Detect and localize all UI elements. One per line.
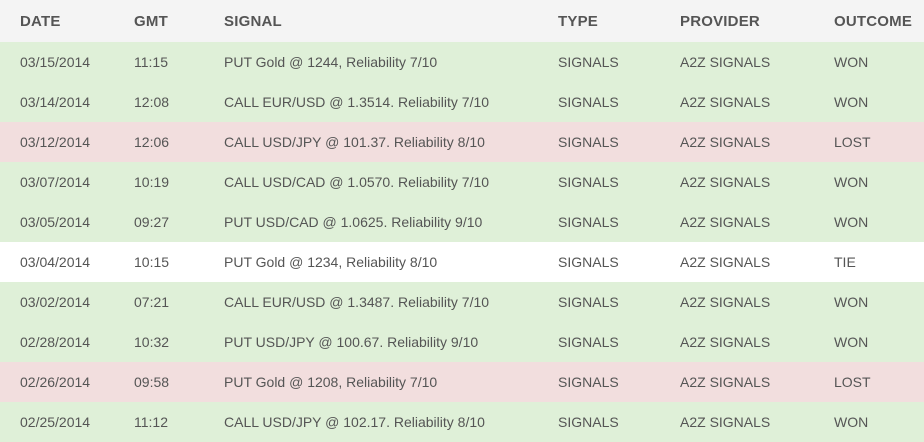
cell-signal: CALL USD/JPY @ 102.17. Reliability 8/10 (224, 414, 485, 430)
cell-type: SIGNALS (558, 414, 619, 430)
header-row: DATE GMT SIGNAL TYPE PROVIDER OUTCOME (0, 0, 924, 42)
table-row: 02/26/2014 09:58 PUT Gold @ 1208, Reliabil… (0, 362, 924, 402)
cell-gmt: 07:21 (134, 294, 170, 310)
cell-gmt: 10:32 (134, 334, 170, 350)
cell-gmt: 09:27 (134, 214, 170, 230)
cell-signal: PUT Gold @ 1244, Reliability 7/10 (224, 54, 438, 70)
table-row: 03/14/2014 12:08 CALL EUR/USD @ 1.3514. Re… (0, 82, 924, 122)
cell-provider: A2Z SIGNALS (680, 414, 771, 430)
cell-gmt: 12:06 (134, 134, 170, 150)
cell-provider: A2Z SIGNALS (680, 334, 771, 350)
cell-type: SIGNALS (558, 174, 619, 190)
cell-date: 03/14/2014 (20, 94, 91, 110)
cell-provider: A2Z SIGNALS (680, 174, 771, 190)
cell-signal: CALL EUR/USD @ 1.3514. Reliability 7/10 (224, 94, 490, 110)
header-signal: SIGNAL (224, 12, 282, 30)
header-type: TYPE (558, 12, 598, 30)
cell-signal: PUT USD/CAD @ 1.0625. Reliability 9/10 (224, 214, 483, 230)
cell-type: SIGNALS (558, 214, 619, 230)
header-gmt: GMT (134, 12, 168, 30)
cell-date: 03/12/2014 (20, 134, 91, 150)
cell-outcome: WON (834, 294, 869, 310)
header-provider: PROVIDER (680, 12, 760, 30)
cell-provider: A2Z SIGNALS (680, 254, 771, 270)
cell-outcome: WON (834, 414, 869, 430)
cell-signal: PUT Gold @ 1208, Reliability 7/10 (224, 374, 438, 390)
cell-provider: A2Z SIGNALS (680, 294, 771, 310)
cell-signal: PUT USD/JPY @ 100.67. Reliability 9/10 (224, 334, 479, 350)
cell-outcome: WON (834, 214, 869, 230)
table-row: 02/28/2014 10:32 PUT USD/JPY @ 100.67. Rel… (0, 322, 924, 362)
cell-provider: A2Z SIGNALS (680, 94, 771, 110)
cell-type: SIGNALS (558, 134, 619, 150)
cell-provider: A2Z SIGNALS (680, 54, 771, 70)
cell-gmt: 10:15 (134, 254, 170, 270)
table-row: 03/05/2014 09:27 PUT USD/CAD @ 1.0625. Rel… (0, 202, 924, 242)
cell-signal: CALL USD/CAD @ 1.0570. Reliability 7/10 (224, 174, 490, 190)
cell-gmt: 11:12 (134, 414, 168, 430)
cell-signal: CALL USD/JPY @ 101.37. Reliability 8/10 (224, 134, 485, 150)
cell-gmt: 11:15 (134, 54, 168, 70)
cell-outcome: LOST (834, 134, 871, 150)
cell-outcome: WON (834, 94, 869, 110)
cell-date: 02/25/2014 (20, 414, 91, 430)
cell-date: 03/15/2014 (20, 54, 91, 70)
table-row: 02/25/2014 11:12 CALL USD/JPY @ 102.17. Re… (0, 402, 924, 442)
cell-provider: A2Z SIGNALS (680, 134, 771, 150)
table-body: 03/15/2014 11:15 PUT Gold @ 1244, Reliabil… (0, 42, 924, 442)
cell-type: SIGNALS (558, 334, 619, 350)
cell-provider: A2Z SIGNALS (680, 374, 771, 390)
table-header: DATE GMT SIGNAL TYPE PROVIDER OUTCOME (0, 0, 924, 42)
table-row: 03/02/2014 07:21 CALL EUR/USD @ 1.3487. Re… (0, 282, 924, 322)
cell-date: 03/05/2014 (20, 214, 91, 230)
cell-type: SIGNALS (558, 294, 619, 310)
cell-date: 02/26/2014 (20, 374, 91, 390)
cell-type: SIGNALS (558, 94, 619, 110)
cell-outcome: WON (834, 174, 869, 190)
cell-type: SIGNALS (558, 374, 619, 390)
table-row: 03/12/2014 12:06 CALL USD/JPY @ 101.37. Re… (0, 122, 924, 162)
cell-type: SIGNALS (558, 54, 619, 70)
cell-signal: CALL EUR/USD @ 1.3487. Reliability 7/10 (224, 294, 490, 310)
table-row: 03/04/2014 10:15 PUT Gold @ 1234, Reliabil… (0, 242, 924, 282)
table-row: 03/15/2014 11:15 PUT Gold @ 1244, Reliabil… (0, 42, 924, 82)
cell-date: 02/28/2014 (20, 334, 91, 350)
cell-outcome: WON (834, 54, 869, 70)
cell-date: 03/07/2014 (20, 174, 91, 190)
cell-gmt: 10:19 (134, 174, 170, 190)
cell-outcome: WON (834, 334, 869, 350)
cell-gmt: 12:08 (134, 94, 170, 110)
cell-provider: A2Z SIGNALS (680, 214, 771, 230)
cell-gmt: 09:58 (134, 374, 170, 390)
cell-type: SIGNALS (558, 254, 619, 270)
header-outcome: OUTCOME (834, 12, 913, 30)
cell-date: 03/02/2014 (20, 294, 91, 310)
header-date: DATE (20, 12, 61, 30)
table-row: 03/07/2014 10:19 CALL USD/CAD @ 1.0570. Re… (0, 162, 924, 202)
cell-date: 03/04/2014 (20, 254, 91, 270)
cell-outcome: TIE (834, 254, 856, 270)
cell-outcome: LOST (834, 374, 871, 390)
cell-signal: PUT Gold @ 1234, Reliability 8/10 (224, 254, 438, 270)
